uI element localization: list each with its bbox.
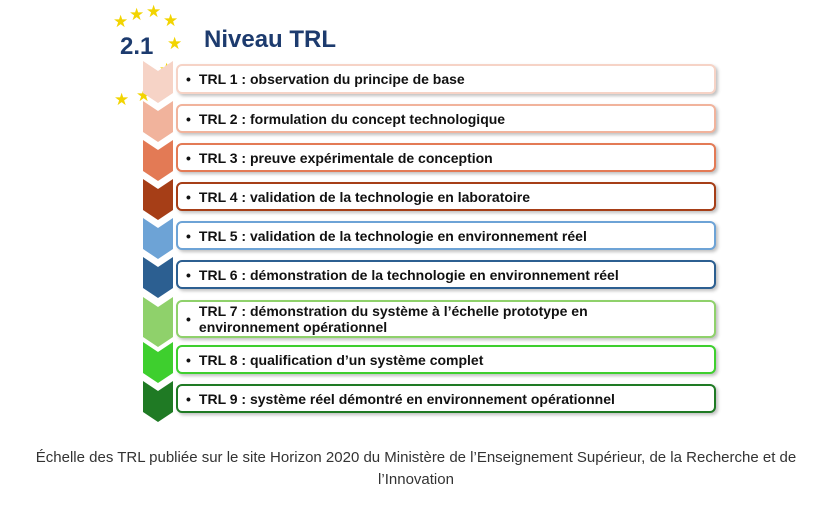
trl-level-label: TRL 1 : observation du principe de base bbox=[198, 71, 465, 87]
trl-chevron bbox=[143, 101, 173, 142]
trl-chevron bbox=[143, 381, 173, 422]
star-icon: ★ bbox=[114, 90, 130, 110]
trl-level-row: • TRL 5 : validation de la technologie en… bbox=[176, 221, 716, 250]
bullet-icon: • bbox=[186, 110, 191, 127]
trl-figure: ★ ★ ★ ★ ★ ★ ★ ★ 2.1 Niveau TRL •TRL 1 : … bbox=[113, 2, 716, 422]
star-icon: ★ bbox=[167, 34, 183, 54]
trl-chevron bbox=[143, 179, 173, 220]
trl-level-row: • TRL 7 : démonstration du système à l’éc… bbox=[176, 300, 716, 338]
trl-level-row: • TRL 8 : qualification d’un système comp… bbox=[176, 345, 716, 374]
star-icon: ★ bbox=[163, 11, 179, 31]
bullet-icon: • bbox=[186, 311, 191, 327]
star-icon: ★ bbox=[113, 12, 129, 32]
section-title: Niveau TRL bbox=[204, 26, 337, 53]
trl-level-row: • TRL 9 : système réel démontré en enviro… bbox=[176, 384, 716, 413]
trl-level-row: • TRL 1 : observation du principe de base bbox=[176, 64, 716, 94]
bullet-icon: • bbox=[186, 149, 191, 166]
star-icon: ★ bbox=[129, 5, 145, 25]
trl-level-row: • TRL 3 : preuve expérimentale de concept… bbox=[176, 143, 716, 172]
trl-level-label: TRL 5 : validation de la technologie en … bbox=[198, 227, 587, 244]
trl-level-label: TRL 9 : système réel démontré en environ… bbox=[198, 390, 615, 407]
trl-level-row: • TRL 4 : validation de la technologie en… bbox=[176, 182, 716, 211]
trl-level-row: • TRL 2 : formulation du concept technolo… bbox=[176, 104, 716, 133]
trl-level-label: TRL 2 : formulation du concept technolog… bbox=[198, 110, 506, 127]
trl-chevron bbox=[143, 342, 173, 383]
bullet-icon: • bbox=[186, 351, 191, 368]
figure-caption: Échelle des TRL publiée sur le site Hori… bbox=[35, 449, 797, 488]
trl-chevron bbox=[143, 140, 173, 181]
trl-level-label: TRL 6 : démonstration de la technologie … bbox=[198, 266, 619, 283]
trl-level-row: • TRL 6 : démonstration de la technologie… bbox=[176, 260, 716, 289]
bullet-icon: • bbox=[186, 188, 191, 205]
trl-chevron bbox=[143, 218, 173, 259]
bullet-icon: • bbox=[186, 227, 191, 244]
trl-level-label: TRL 4 : validation de la technologie en … bbox=[198, 188, 531, 205]
trl-chevron bbox=[143, 61, 173, 103]
trl-level-label: TRL 7 : démonstration du système à l’éch… bbox=[198, 303, 588, 335]
trl-level-label: TRL 8 : qualification d’un système compl… bbox=[198, 351, 484, 368]
bullet-icon: • bbox=[186, 266, 191, 283]
bullet-icon: • bbox=[186, 390, 191, 407]
bullet-icon: • bbox=[186, 71, 191, 87]
star-icon: ★ bbox=[146, 2, 162, 22]
section-number: 2.1 bbox=[120, 33, 154, 60]
trl-level-label: TRL 3 : preuve expérimentale de concepti… bbox=[198, 149, 493, 166]
trl-chevron bbox=[143, 257, 173, 298]
trl-chevron bbox=[143, 297, 173, 347]
